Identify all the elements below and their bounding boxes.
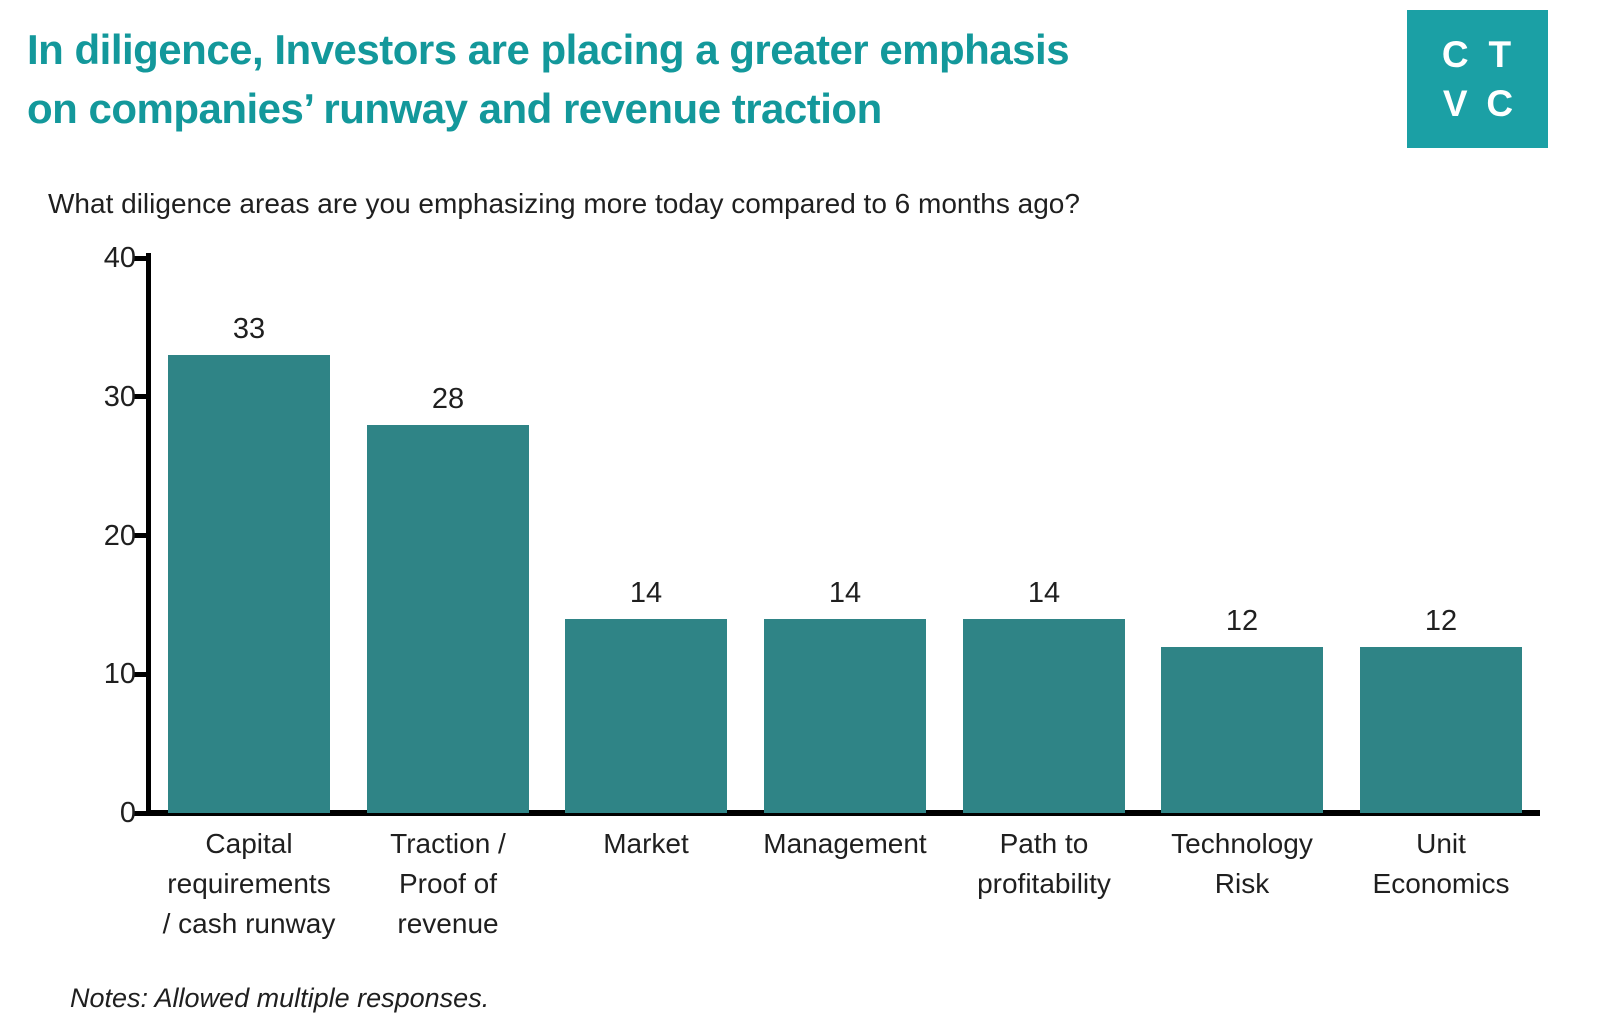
- x-axis-category-label-market: Market: [526, 824, 766, 864]
- bar-value-label-management: 14: [828, 576, 862, 609]
- bar-value-label-unit-economics: 12: [1424, 604, 1458, 637]
- x-axis-category-line: requirements: [167, 868, 331, 899]
- bar-unit-economics: [1360, 646, 1522, 813]
- x-axis-category-line: / cash runway: [162, 908, 336, 939]
- x-axis-category-line: Market: [603, 828, 689, 859]
- bar-value-label-market: 14: [629, 576, 663, 609]
- bar-path-to-profitability: [963, 618, 1125, 813]
- logo-letter-t: T: [1488, 33, 1512, 75]
- chart-question: What diligence areas are you emphasizing…: [48, 188, 1080, 219]
- y-axis-tick: [133, 671, 146, 677]
- x-axis-category-line: profitability: [977, 868, 1111, 899]
- x-axis-category-line: Proof of: [398, 868, 498, 899]
- bar-technology-risk: [1161, 646, 1323, 813]
- x-axis-category-line: Technology: [1171, 828, 1313, 859]
- page-title: In diligence, Investors are placing a gr…: [27, 20, 1070, 138]
- x-axis-category-line: Economics: [1372, 868, 1510, 899]
- y-axis-tick-label: 10: [103, 658, 136, 691]
- logo-letter-c2: C: [1486, 82, 1514, 124]
- x-axis-category-line: Risk: [1214, 868, 1270, 899]
- y-axis-tick: [133, 394, 146, 400]
- bar-market: [565, 618, 727, 813]
- ctvc-logo: C T V C: [1407, 10, 1548, 148]
- x-axis-category-line: Unit: [1416, 828, 1466, 859]
- y-axis-tick: [133, 533, 146, 538]
- x-axis-category-label-capital-requirements-cash-runway: Capital requirements / cash runway: [129, 824, 369, 944]
- chart-notes: Notes: Allowed multiple responses.: [70, 983, 490, 1013]
- page-title-line-2: on companies’ runway and revenue tractio…: [27, 85, 882, 132]
- bar-capital-requirements-cash-runway: [168, 355, 330, 813]
- y-axis-tick: [133, 255, 146, 261]
- bar-value-label-path-to-profitability: 14: [1027, 576, 1061, 609]
- bar-management: [764, 618, 926, 813]
- x-axis-category-label-unit-economics: Unit Economics: [1321, 824, 1561, 904]
- bar-value-label-capital-requirements-cash-runway: 33: [232, 313, 266, 346]
- x-axis-category-label-path-to-profitability: Path to profitability: [924, 824, 1164, 904]
- x-axis-line: [146, 810, 1540, 816]
- bar-value-label-technology-risk: 12: [1225, 604, 1259, 637]
- x-axis-category-line: Traction /: [390, 828, 506, 859]
- bar-value-label-traction-proof-of-revenue: 28: [431, 382, 465, 415]
- bar-traction-proof-of-revenue: [367, 424, 529, 813]
- x-axis-category-line: Capital: [205, 828, 293, 859]
- x-axis-category-line: revenue: [397, 908, 499, 939]
- x-axis-category-label-traction-proof-of-revenue: Traction / Proof of revenue: [328, 824, 568, 944]
- x-axis-category-line: Path to: [999, 828, 1089, 859]
- page-title-line-1: In diligence, Investors are placing a gr…: [27, 26, 1070, 73]
- y-axis-tick-label: 0: [119, 797, 136, 829]
- x-axis-category-line: Management: [763, 828, 927, 859]
- y-axis-tick: [133, 810, 146, 816]
- y-axis-tick-label: 40: [103, 242, 136, 274]
- y-axis-tick-label: 20: [103, 519, 136, 552]
- y-axis-tick-label: 30: [103, 380, 136, 413]
- y-axis-line: [146, 253, 151, 816]
- logo-letter-v: V: [1442, 82, 1468, 124]
- x-axis-category-label-technology-risk: Technology Risk: [1122, 824, 1362, 904]
- x-axis-category-label-management: Management: [725, 824, 965, 864]
- logo-letter-c1: C: [1441, 33, 1469, 75]
